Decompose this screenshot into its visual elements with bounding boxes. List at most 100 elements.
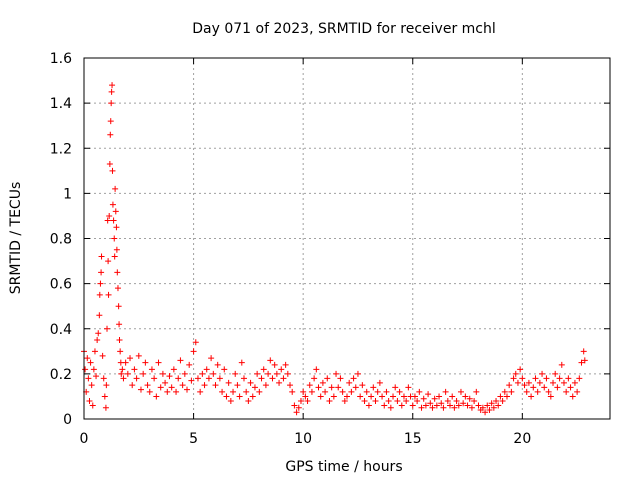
data-point bbox=[317, 393, 324, 400]
data-point bbox=[550, 379, 557, 386]
data-point bbox=[425, 391, 432, 398]
data-point bbox=[175, 375, 182, 382]
data-point bbox=[431, 395, 438, 402]
data-point bbox=[157, 384, 164, 391]
data-point bbox=[581, 357, 588, 364]
data-point bbox=[96, 312, 103, 319]
data-point bbox=[234, 382, 241, 389]
data-point bbox=[164, 388, 171, 395]
data-point bbox=[556, 375, 563, 382]
data-point bbox=[545, 388, 552, 395]
data-point bbox=[112, 185, 119, 192]
data-point bbox=[166, 373, 173, 380]
data-point bbox=[111, 253, 118, 260]
x-axis-label: GPS time / hours bbox=[285, 459, 402, 475]
data-point bbox=[162, 379, 169, 386]
data-point bbox=[525, 379, 532, 386]
data-point bbox=[346, 379, 353, 386]
data-point bbox=[199, 370, 206, 377]
data-point bbox=[523, 388, 530, 395]
data-point bbox=[539, 370, 546, 377]
data-point bbox=[486, 406, 493, 413]
data-point bbox=[302, 393, 309, 400]
data-point bbox=[210, 370, 217, 377]
data-point bbox=[379, 393, 386, 400]
data-point bbox=[287, 382, 294, 389]
data-point bbox=[221, 366, 228, 373]
data-point bbox=[109, 201, 116, 208]
data-point bbox=[293, 409, 300, 416]
data-point bbox=[574, 388, 581, 395]
data-point bbox=[93, 373, 100, 380]
data-point bbox=[482, 409, 489, 416]
data-point bbox=[115, 303, 122, 310]
data-point bbox=[567, 384, 574, 391]
data-point bbox=[140, 370, 147, 377]
data-point bbox=[506, 382, 513, 389]
data-point bbox=[368, 393, 375, 400]
data-point bbox=[89, 402, 96, 409]
data-point bbox=[344, 393, 350, 400]
data-point bbox=[315, 384, 322, 391]
data-point bbox=[471, 397, 478, 404]
data-point bbox=[84, 355, 91, 362]
data-point bbox=[396, 388, 403, 395]
y-tick-label: 1 bbox=[63, 186, 72, 202]
data-point bbox=[420, 395, 427, 402]
data-point bbox=[179, 382, 186, 389]
data-point bbox=[284, 370, 291, 377]
data-point bbox=[194, 375, 201, 382]
data-point bbox=[418, 404, 425, 411]
data-point bbox=[129, 382, 136, 389]
data-point bbox=[142, 359, 149, 366]
data-point bbox=[110, 217, 117, 224]
data-point bbox=[201, 382, 208, 389]
data-point bbox=[348, 388, 355, 395]
data-point bbox=[433, 402, 440, 409]
data-point bbox=[475, 402, 482, 409]
y-tick-label: 0.4 bbox=[50, 322, 72, 338]
grid-layer bbox=[84, 58, 610, 419]
data-point bbox=[429, 404, 436, 411]
data-point bbox=[416, 388, 423, 395]
data-point bbox=[335, 384, 342, 391]
data-point bbox=[131, 366, 138, 373]
data-point bbox=[232, 370, 239, 377]
data-point bbox=[508, 388, 515, 395]
data-point bbox=[464, 402, 471, 409]
data-point bbox=[88, 382, 95, 389]
data-point bbox=[243, 388, 250, 395]
data-point bbox=[153, 393, 160, 400]
data-point bbox=[497, 393, 504, 400]
data-point bbox=[192, 339, 199, 346]
data-point bbox=[208, 355, 215, 362]
data-point bbox=[493, 397, 500, 404]
data-point bbox=[112, 208, 119, 215]
data-point bbox=[108, 100, 115, 107]
y-tick-label: 0.2 bbox=[50, 367, 72, 383]
data-point bbox=[82, 366, 89, 373]
data-point bbox=[359, 382, 366, 389]
data-point bbox=[87, 359, 94, 366]
data-point bbox=[447, 402, 454, 409]
data-point bbox=[457, 388, 464, 395]
data-point bbox=[119, 366, 126, 373]
data-point bbox=[311, 375, 318, 382]
data-point bbox=[91, 348, 98, 355]
data-point bbox=[151, 375, 158, 382]
data-point bbox=[254, 370, 261, 377]
data-point bbox=[107, 118, 114, 125]
data-point bbox=[352, 384, 359, 391]
data-point bbox=[490, 404, 497, 411]
data-point bbox=[455, 402, 462, 409]
data-point bbox=[453, 397, 460, 404]
data-point bbox=[398, 402, 405, 409]
data-point bbox=[111, 235, 118, 242]
data-point bbox=[479, 404, 486, 411]
data-point bbox=[109, 82, 116, 89]
data-point bbox=[262, 382, 269, 389]
data-point bbox=[563, 388, 570, 395]
data-point bbox=[238, 359, 245, 366]
data-point bbox=[99, 352, 106, 359]
data-point bbox=[449, 393, 456, 400]
